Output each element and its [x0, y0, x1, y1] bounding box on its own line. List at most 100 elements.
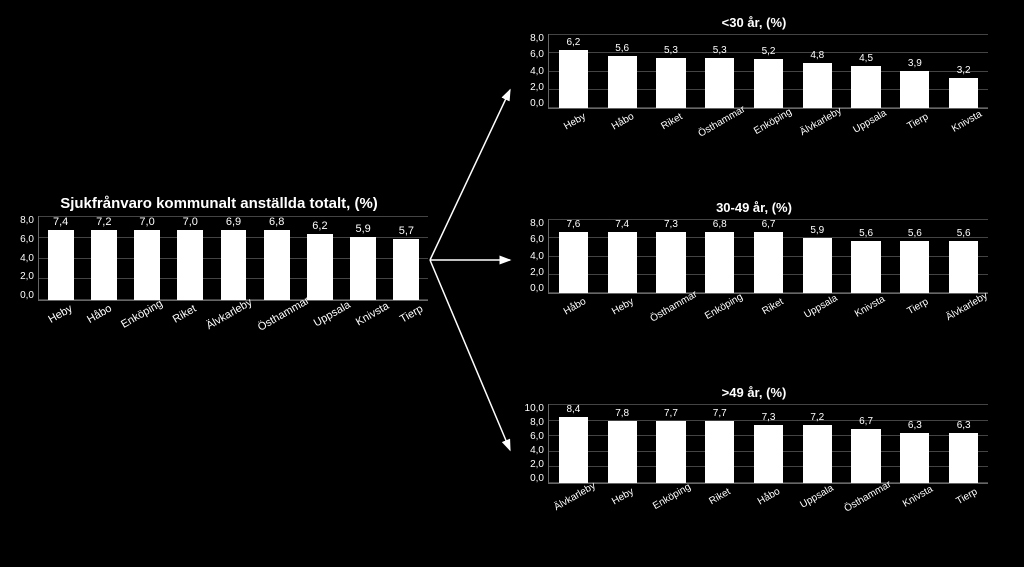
sub0-bar-slot: 3,2	[939, 34, 988, 108]
main-title: Sjukfrånvaro kommunalt anställda totalt,…	[10, 195, 428, 212]
sub1-x-label: Håbo	[551, 290, 598, 324]
sub1-bar	[949, 241, 978, 294]
main-x-label: Tierp	[392, 299, 432, 329]
main-bar-slot: 6,9	[212, 216, 255, 300]
main-plot: 7,47,27,07,06,96,86,25,95,7	[38, 216, 428, 301]
sub0-bar-value: 5,2	[762, 46, 776, 57]
sub0-x-label: Tierp	[894, 105, 941, 139]
sub0-x-label: Riket	[648, 105, 695, 139]
sub0-title: <30 år, (%)	[520, 15, 988, 30]
sub2-bar	[900, 433, 929, 483]
sub0-x-label: Knivsta	[943, 105, 990, 139]
main-bar-slot: 7,0	[125, 216, 168, 300]
sub0-x-axis: HebyHåboRiketÖsthammarEnköpingÄlvkarleby…	[548, 109, 988, 128]
sub2-x-label: Riket	[697, 480, 744, 514]
sub2-bar-slot: 7,3	[744, 404, 793, 483]
main-bar	[221, 230, 247, 300]
sub0-bar-slot: 5,6	[598, 34, 647, 108]
main-bar	[264, 230, 290, 300]
main-bar	[134, 230, 160, 300]
sub0-bar-slot: 5,3	[647, 34, 696, 108]
sub1-bar	[559, 232, 588, 293]
sub2-bar-slot: 6,3	[939, 404, 988, 483]
main-bar-slot: 7,4	[39, 216, 82, 300]
sub0-x-label: Älvkarleby	[797, 105, 844, 139]
sub2-bar-value: 6,3	[957, 420, 971, 431]
sub0-bar-value: 3,9	[908, 58, 922, 69]
sub2-chart: >49 år, (%)0,02,04,06,08,010,08,47,87,77…	[520, 385, 988, 503]
sub2-x-label: Håbo	[745, 480, 792, 514]
sub0-bar-slot: 6,2	[549, 34, 598, 108]
main-bar-value: 6,9	[226, 216, 241, 228]
sub2-bar-value: 6,7	[859, 416, 873, 427]
sub2-bar	[851, 429, 880, 483]
sub2-x-label: Östhammar	[842, 479, 893, 515]
sub2-bar-value: 7,2	[810, 412, 824, 423]
sub2-bar-value: 7,3	[762, 412, 776, 423]
sub1-x-label: Riket	[749, 290, 796, 324]
main-chart: Sjukfrånvaro kommunalt anställda totalt,…	[10, 195, 428, 321]
sub2-bar	[705, 421, 734, 483]
sub1-x-label: Östhammar	[648, 289, 699, 325]
sub1-bar-value: 5,6	[908, 228, 922, 239]
main-bar-slot: 7,0	[169, 216, 212, 300]
sub1-bar-value: 7,4	[615, 219, 629, 230]
sub1-x-label: Heby	[600, 290, 647, 324]
main-bar-slot: 6,8	[255, 216, 298, 300]
sub0-x-label: Heby	[551, 105, 598, 139]
sub2-plot: 8,47,87,77,77,37,26,76,36,3	[548, 404, 988, 484]
sub2-x-label: Enköping	[648, 480, 695, 514]
sub0-bar	[608, 56, 637, 109]
sub2-bar	[656, 421, 685, 483]
sub2-bar-slot: 8,4	[549, 404, 598, 483]
sub1-bar-slot: 7,4	[598, 219, 647, 293]
sub0-bar-value: 4,8	[810, 50, 824, 61]
main-x-label: Knivsta	[352, 299, 392, 329]
sub2-bar	[803, 425, 832, 483]
sub1-bar-value: 6,7	[762, 219, 776, 230]
sub0-bar-slot: 5,2	[744, 34, 793, 108]
sub2-bar-slot: 7,2	[793, 404, 842, 483]
main-x-label: Heby	[41, 299, 81, 329]
sub2-x-label: Heby	[600, 480, 647, 514]
sub1-bar-slot: 5,6	[890, 219, 939, 293]
sub0-x-label: Östhammar	[697, 104, 748, 140]
sub1-x-label: Knivsta	[846, 290, 893, 324]
sub1-bar-value: 5,6	[859, 228, 873, 239]
sub0-x-label: Uppsala	[846, 105, 893, 139]
sub1-bar-slot: 5,9	[793, 219, 842, 293]
sub1-bar	[705, 232, 734, 293]
main-bar-value: 6,8	[269, 216, 284, 228]
sub1-bar-value: 7,6	[566, 219, 580, 230]
main-bar	[177, 230, 203, 300]
sub0-bar	[754, 59, 783, 108]
main-x-label: Uppsala	[312, 299, 353, 330]
main-bar	[350, 237, 376, 300]
sub0-bar-value: 6,2	[566, 37, 580, 48]
sub2-bar-slot: 7,7	[695, 404, 744, 483]
main-bar	[393, 239, 419, 300]
sub0-bar	[705, 58, 734, 108]
sub0-y-axis: 0,02,04,06,08,0	[520, 34, 548, 109]
sub0-bar-slot: 4,8	[793, 34, 842, 108]
sub2-title: >49 år, (%)	[520, 385, 988, 400]
sub1-bar-slot: 5,6	[842, 219, 891, 293]
sub1-x-label: Älvkarleby	[943, 290, 990, 324]
sub0-x-label: Håbo	[600, 105, 647, 139]
main-bar	[91, 230, 117, 300]
sub0-bar	[803, 63, 832, 108]
sub2-bar-value: 7,7	[664, 408, 678, 419]
main-bar-value: 5,9	[355, 223, 370, 235]
main-bar-slot: 5,9	[342, 216, 385, 300]
sub0-bar	[851, 66, 880, 108]
sub2-x-label: Knivsta	[894, 480, 941, 514]
sub2-x-axis: ÄlvkarlebyHebyEnköpingRiketHåboUppsalaÖs…	[548, 484, 988, 503]
sub1-bar-value: 5,6	[957, 228, 971, 239]
sub2-x-label: Tierp	[943, 480, 990, 514]
sub0-bar-value: 3,2	[957, 65, 971, 76]
sub1-bar	[608, 232, 637, 293]
sub0-bar-value: 5,6	[615, 43, 629, 54]
sub0-bar-value: 5,3	[713, 45, 727, 56]
sub0-bar-slot: 4,5	[842, 34, 891, 108]
main-bar-slot: 6,2	[298, 216, 341, 300]
